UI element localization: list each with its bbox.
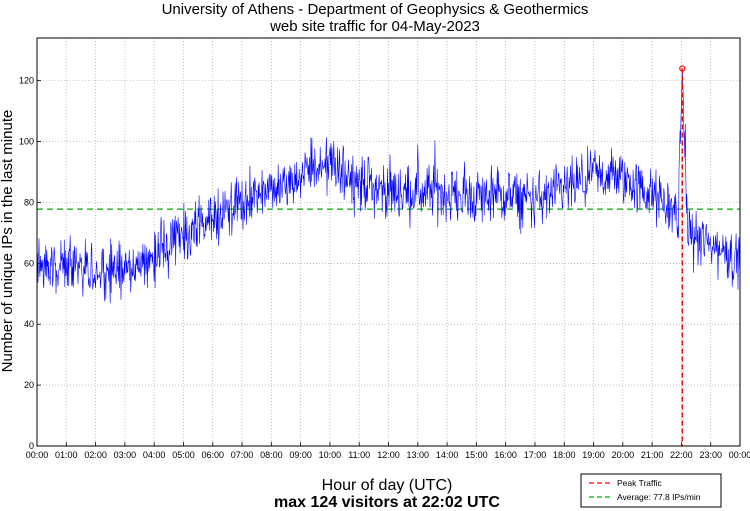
y-tick-label: 20 xyxy=(24,380,34,390)
y-tick-label: 100 xyxy=(19,137,34,147)
y-axis-label: Number of unique IPs in the last minute xyxy=(0,110,16,373)
chart-subtitle: web site traffic for 04-May-2023 xyxy=(269,18,480,35)
x-tick-label: 05:00 xyxy=(172,450,195,460)
x-tick-label: 00:00 xyxy=(26,450,49,460)
x-tick-label: 22:00 xyxy=(670,450,693,460)
x-tick-label: 02:00 xyxy=(84,450,107,460)
x-tick-label: 23:00 xyxy=(699,450,722,460)
traffic-series-group xyxy=(36,71,741,304)
y-tick-labels: 0 20 40 60 80 100 120 xyxy=(19,76,34,451)
x-tick-label: 18:00 xyxy=(553,450,576,460)
x-tick-label: 09:00 xyxy=(289,450,312,460)
x-tick-label: 01:00 xyxy=(55,450,78,460)
x-tick-label: 10:00 xyxy=(319,450,342,460)
x-tick-label: 08:00 xyxy=(260,450,283,460)
y-tick-label: 0 xyxy=(29,441,34,451)
legend-box xyxy=(580,473,722,508)
chart-title: University of Athens - Department of Geo… xyxy=(162,1,589,18)
x-tick-label: 17:00 xyxy=(524,450,547,460)
x-axis-label: Hour of day (UTC) xyxy=(322,477,453,494)
x-tick-labels: 00:00 01:00 02:00 03:00 04:00 05:00 06:00 07:00… xyxy=(26,450,750,460)
x-tick-label: 00:00 xyxy=(729,450,750,460)
peak-summary: max 124 visitors at 22:02 UTC xyxy=(274,494,500,511)
y-tick-label: 60 xyxy=(24,258,34,268)
x-tick-label: 06:00 xyxy=(201,450,224,460)
x-tick-label: 21:00 xyxy=(641,450,664,460)
x-tick-label: 16:00 xyxy=(494,450,517,460)
x-tick-label: 20:00 xyxy=(612,450,635,460)
y-tick-label: 80 xyxy=(24,197,34,207)
legend-peak-label: Peak Traffic xyxy=(617,478,662,488)
legend-average-label: Average: 77.8 IPs/min xyxy=(617,492,701,502)
y-tick-label: 120 xyxy=(19,76,34,86)
x-tick-label: 13:00 xyxy=(407,450,430,460)
legend: Peak Traffic Average: 77.8 IPs/min xyxy=(580,473,722,508)
x-tick-label: 07:00 xyxy=(231,450,254,460)
x-tick-label: 14:00 xyxy=(436,450,459,460)
plot-frame xyxy=(36,37,741,447)
y-tick-label: 40 xyxy=(24,319,34,329)
x-tick-label: 15:00 xyxy=(465,450,488,460)
x-tick-label: 11:00 xyxy=(348,450,370,460)
x-tick-label: 04:00 xyxy=(143,450,166,460)
peak-group xyxy=(679,65,686,446)
grid-lines xyxy=(36,38,741,447)
peak-point xyxy=(679,65,686,72)
x-tick-label: 19:00 xyxy=(582,450,605,460)
traffic-line xyxy=(36,71,741,304)
x-tick-label: 03:00 xyxy=(114,450,137,460)
x-tick-label: 12:00 xyxy=(377,450,400,460)
